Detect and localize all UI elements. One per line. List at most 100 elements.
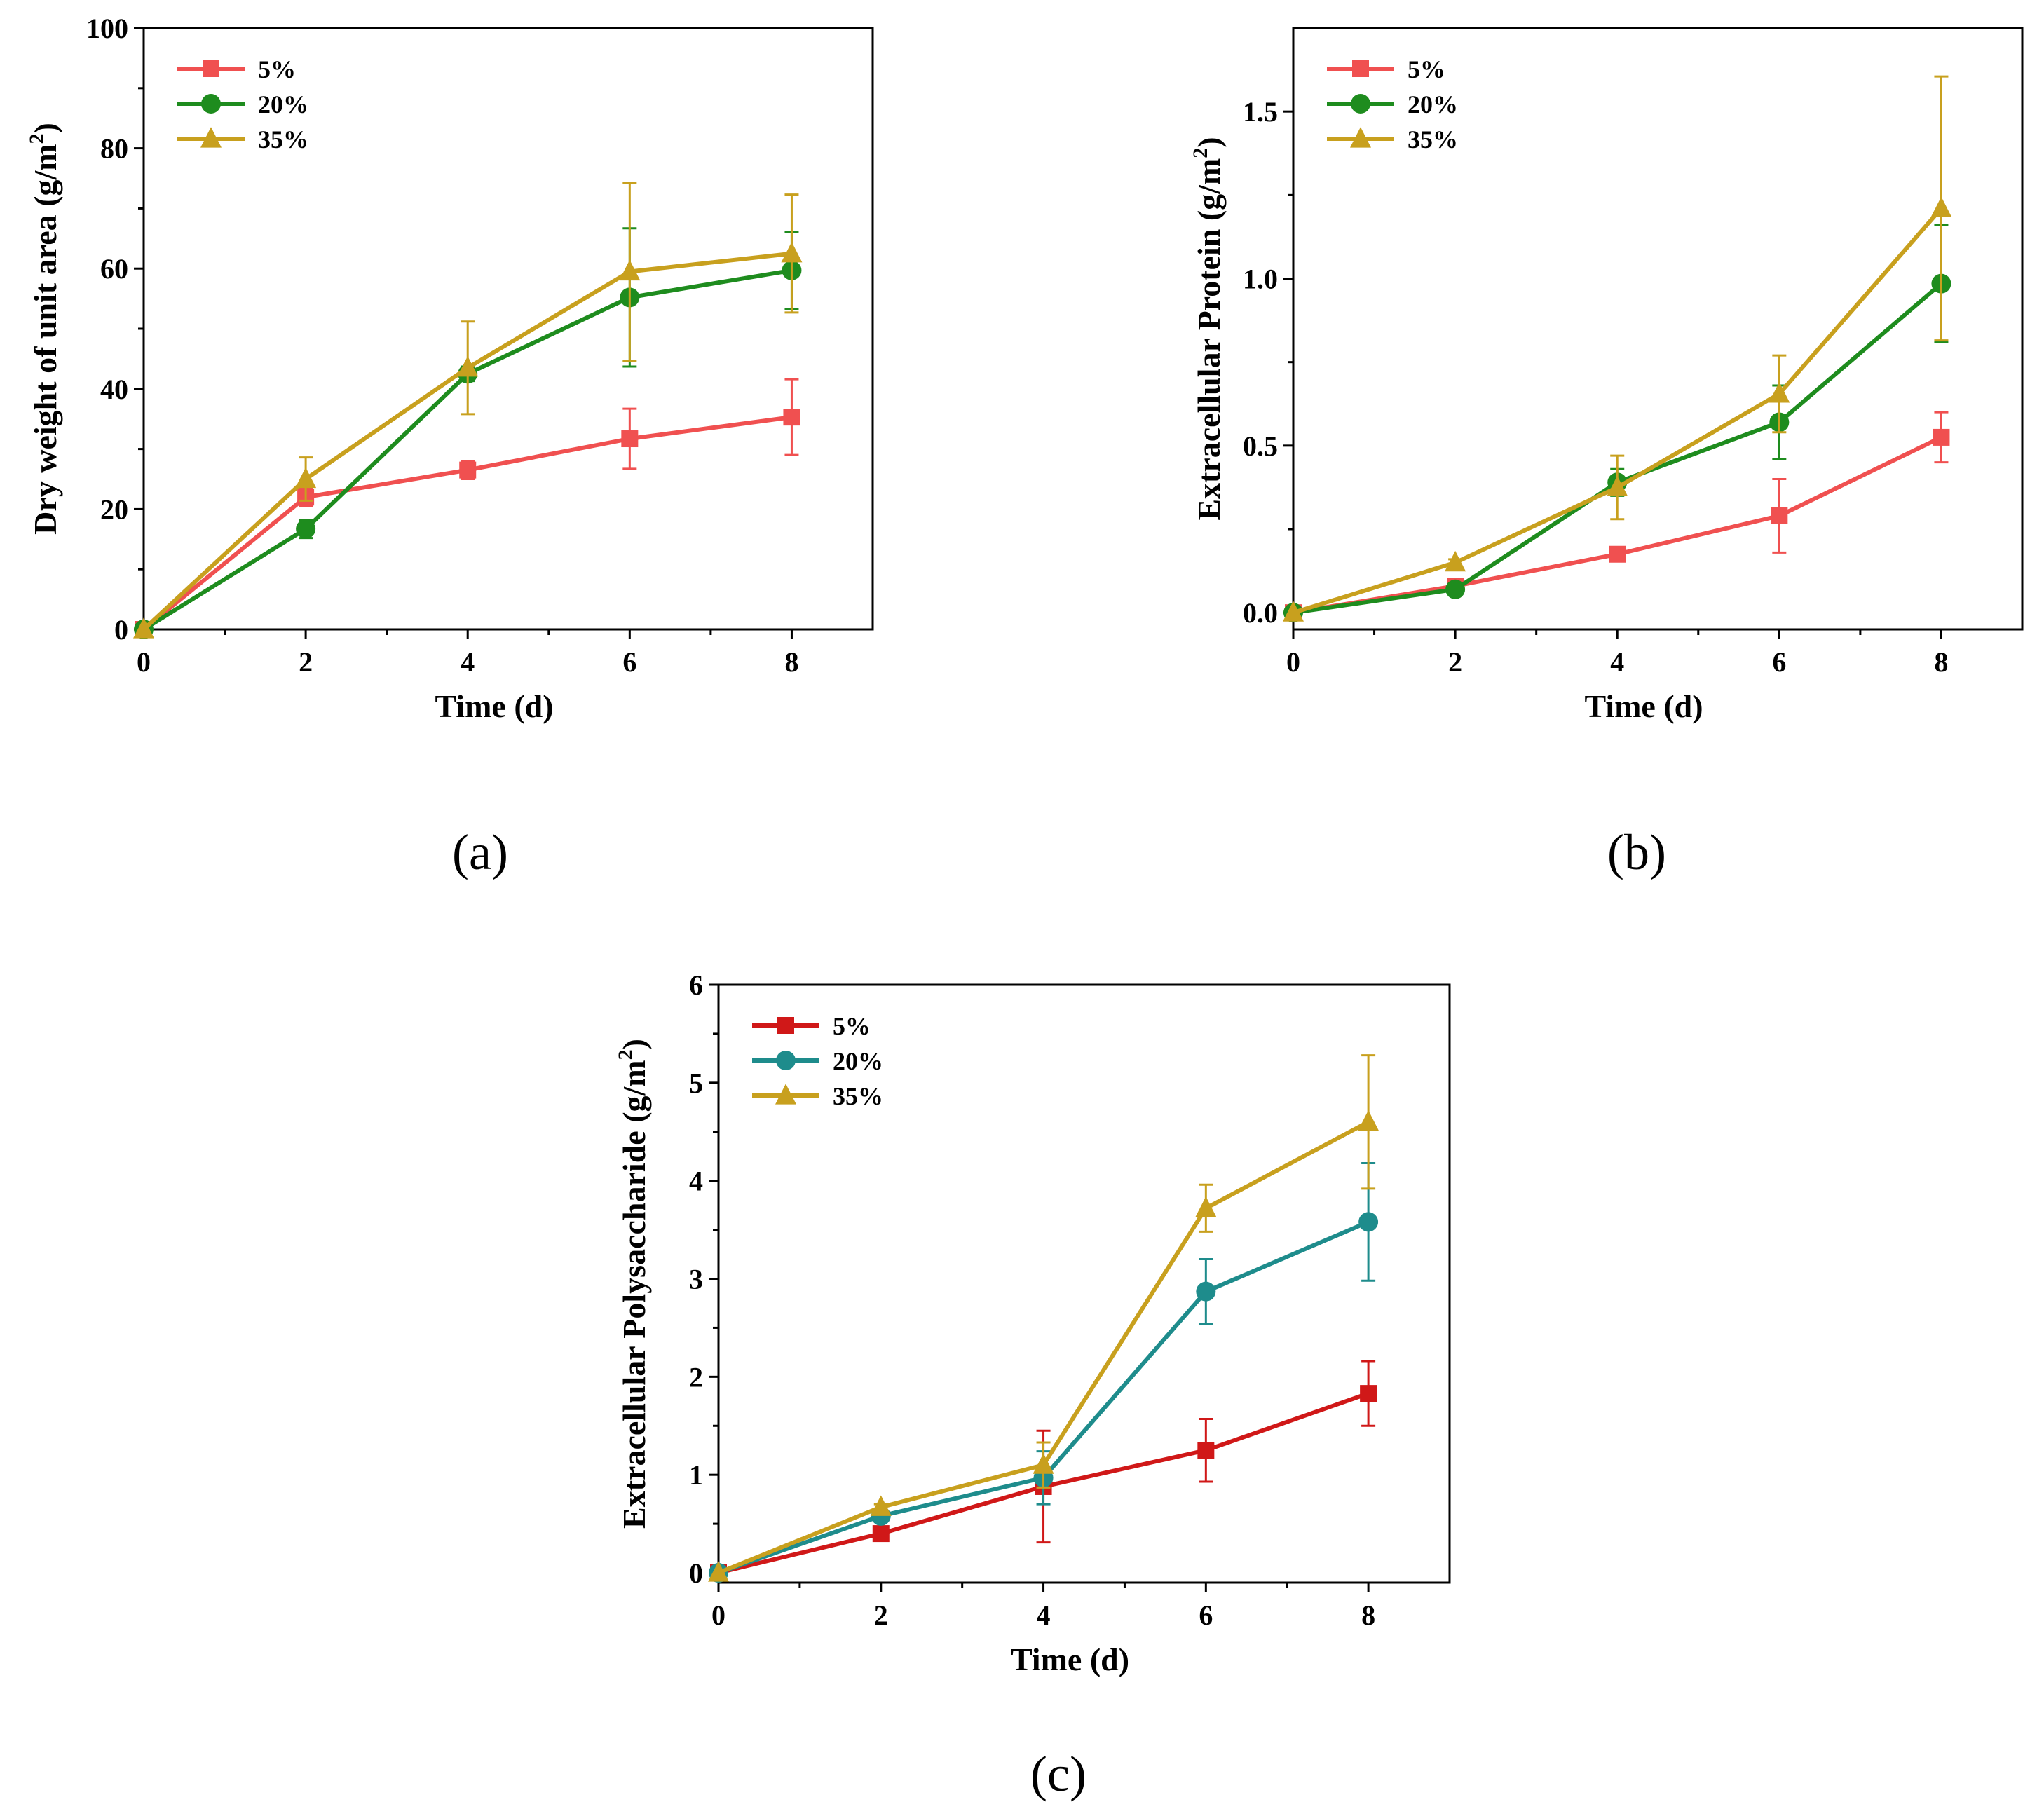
chart-b-data-point xyxy=(1769,382,1790,403)
chart-b-data-point xyxy=(1445,579,1466,599)
chart-a-series-line xyxy=(142,251,792,631)
chart-c-x-axis-title: Time (d) xyxy=(1011,1641,1129,1677)
chart-c-data-point xyxy=(1358,1212,1379,1232)
chart-b-x-tick-label: 4 xyxy=(1610,646,1624,678)
chart-b-x-tick-label: 8 xyxy=(1934,646,1948,678)
chart-b-legend-label: 35% xyxy=(1408,125,1458,153)
chart-c-y-tick-label: 4 xyxy=(689,1166,703,1197)
chart-a-series-20pct xyxy=(134,227,802,639)
chart-c-data-point xyxy=(1197,1442,1215,1459)
chart-a-series-35pct xyxy=(133,182,803,639)
chart-c-x-tick-label: 2 xyxy=(874,1599,888,1631)
chart-c-x-tick-label: 6 xyxy=(1199,1599,1213,1631)
chart-b-legend-marker xyxy=(1351,94,1370,114)
chart-a-data-point xyxy=(621,430,639,448)
chart-b-y-tick-label: 1.5 xyxy=(1243,96,1278,128)
chart-c-plot-frame xyxy=(717,983,1451,1584)
chart-c-legend-label: 20% xyxy=(833,1047,883,1075)
chart-c-legend-label: 5% xyxy=(833,1012,871,1040)
chart-a-data-point xyxy=(781,241,803,263)
chart-b-x-tick-label: 0 xyxy=(1286,646,1300,678)
chart-b-data-point xyxy=(1933,428,1950,446)
chart-a-data-point xyxy=(457,355,479,377)
chart-b-data-point xyxy=(1283,601,1304,622)
chart-a-legend-marker xyxy=(203,60,219,77)
chart-c-y-tick-label: 0 xyxy=(689,1557,703,1589)
chart-c-y-tick-label: 3 xyxy=(689,1264,703,1295)
chart-a-data-point xyxy=(295,467,317,489)
chart-a-x-tick-label: 6 xyxy=(622,646,636,678)
chart-b-x-tick-label: 6 xyxy=(1772,646,1786,678)
chart-c-y-tick-label: 1 xyxy=(689,1459,703,1491)
chart-b-plot-frame xyxy=(1292,27,2024,631)
chart-b-y-tick-label: 0.5 xyxy=(1243,430,1278,462)
chart-b-x-axis-title: Time (d) xyxy=(1584,688,1703,724)
chart-a-y-axis-title-main: Dry weight of unit area (g/m xyxy=(27,144,63,534)
chart-c-x-tick-label: 8 xyxy=(1361,1599,1375,1631)
chart-c-data-point xyxy=(708,1561,729,1582)
chart-c-legend-label: 35% xyxy=(833,1082,883,1110)
chart-c-y-axis-title-sup: 2 xyxy=(614,1049,637,1060)
chart-b-legend-marker xyxy=(1352,60,1369,77)
chart-b-panel-label: (b) xyxy=(1607,824,1666,880)
chart-c-legend-marker xyxy=(777,1017,794,1034)
chart-b-y-axis-title: Extracellular Protein (g/m2) xyxy=(1189,137,1227,520)
chart-b-y-tick-label: 1.0 xyxy=(1243,264,1278,295)
chart-a-y-tick-label: 40 xyxy=(100,374,128,405)
chart-c-data-point xyxy=(1196,1281,1216,1302)
chart-a-y-axis-title-sup: 2 xyxy=(25,133,48,144)
chart-b-series-line xyxy=(1293,282,1943,615)
chart-a-x-tick-label: 0 xyxy=(137,646,151,678)
chart-c-y-tick-label: 6 xyxy=(689,969,703,1001)
chart-a-data-point xyxy=(783,409,800,426)
chart-a-legend-label: 35% xyxy=(258,125,308,153)
chart-b-y-axis-title-close: ) xyxy=(1191,137,1227,147)
chart-b-y-axis-title-sup: 2 xyxy=(1189,148,1212,158)
chart-c-data-point xyxy=(872,1525,890,1543)
chart-c-data-point xyxy=(870,1495,892,1516)
chart-c-x-tick-label: 4 xyxy=(1037,1599,1051,1631)
chart-a-data-point xyxy=(619,259,641,281)
chart-c: 0 2 4 6 8 0 1 2 3 4 5 6 Time (d) Extracellular Polysa… xyxy=(614,969,1451,1802)
chart-c-panel-label: (c) xyxy=(1030,1746,1086,1802)
chart-c-y-axis-title: Extracellular Polysaccharide (g/m2) xyxy=(614,1039,652,1529)
chart-a-x-tick-label: 8 xyxy=(784,646,798,678)
chart-b-data-point xyxy=(1607,475,1628,497)
chart-b-y-tick-label: 0.0 xyxy=(1243,597,1278,629)
chart-a-data-point xyxy=(296,519,316,539)
chart-a-panel-label: (a) xyxy=(452,824,508,880)
chart-a-y-tick-label: 20 xyxy=(100,493,128,525)
chart-a-x-tick-label: 2 xyxy=(299,646,313,678)
chart-a-y-tick-label: 60 xyxy=(100,253,128,285)
chart-c-legend-marker xyxy=(775,1084,796,1105)
chart-b-legend-label: 20% xyxy=(1408,90,1458,118)
chart-a-series-5pct xyxy=(135,378,800,638)
chart-b-data-point xyxy=(1930,196,1952,217)
chart-b-x-tick-label: 2 xyxy=(1448,646,1462,678)
chart-b-legend-label: 5% xyxy=(1408,55,1445,83)
chart-b-data-point xyxy=(1609,545,1626,563)
chart-c-y-axis-title-close: ) xyxy=(616,1039,652,1049)
chart-b-data-point xyxy=(1445,550,1466,572)
chart-a-x-axis-title: Time (d) xyxy=(435,688,553,724)
chart-a-y-tick-label: 80 xyxy=(100,133,128,165)
chart-c-data-point xyxy=(1033,1453,1054,1474)
chart-a-legend-marker xyxy=(201,94,221,114)
chart-a-y-axis-title-close: ) xyxy=(27,123,63,133)
chart-b-y-axis-title-main: Extracellular Protein (g/m xyxy=(1191,158,1227,521)
chart-c-y-tick-label: 5 xyxy=(689,1067,703,1099)
chart-a-series-line xyxy=(142,415,792,631)
chart-a-y-axis-title: Dry weight of unit area (g/m2) xyxy=(25,123,63,535)
chart-c-data-point xyxy=(1358,1110,1379,1131)
chart-a-legend-marker xyxy=(200,127,222,148)
chart-b: 0 2 4 6 8 0.0 0.5 1.0 1.5 Time (d) Extracellular P… xyxy=(1189,27,2024,880)
chart-c-series-35pct xyxy=(708,1054,1379,1582)
chart-b-legend-marker xyxy=(1350,127,1371,148)
chart-a-x-tick-label: 4 xyxy=(461,646,475,678)
chart-a-legend-label: 20% xyxy=(258,90,308,118)
chart-c-legend-marker xyxy=(776,1051,796,1070)
chart-b-series-35pct xyxy=(1283,75,1952,622)
chart-a-y-tick-label: 100 xyxy=(86,13,128,44)
